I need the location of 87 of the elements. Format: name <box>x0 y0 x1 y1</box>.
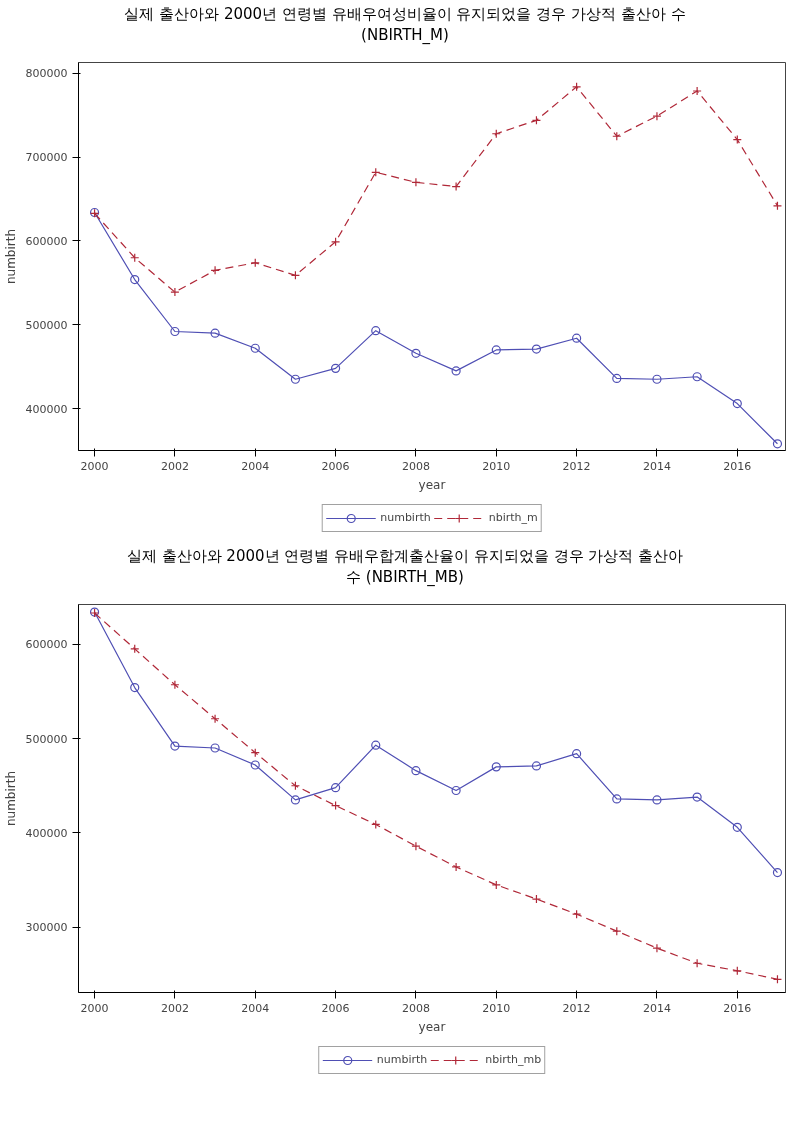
point <box>170 287 180 297</box>
y-axis-title: numbirth <box>3 770 18 826</box>
point <box>250 760 260 770</box>
point <box>451 181 461 191</box>
x-tick-label: 2010 <box>482 1001 511 1015</box>
point <box>572 748 582 758</box>
y-tick-label: 400000 <box>25 402 68 416</box>
point <box>572 333 582 343</box>
x-tick-label: 2010 <box>482 459 511 473</box>
x-tick-label: 2004 <box>241 1001 270 1015</box>
point <box>130 643 140 654</box>
point <box>612 926 622 936</box>
y-axis-title: numbirth <box>3 228 18 284</box>
x-tick-label: 2004 <box>241 459 270 473</box>
point <box>772 439 783 449</box>
y-tick-label: 500000 <box>25 318 68 332</box>
point <box>210 743 220 753</box>
point <box>652 943 662 953</box>
point <box>411 177 421 187</box>
point <box>250 343 260 353</box>
x-tick-label: 2002 <box>160 459 189 473</box>
point <box>451 366 461 376</box>
point <box>692 792 702 802</box>
legend-label: nbirth_mb <box>485 1053 542 1067</box>
point <box>572 909 582 919</box>
point <box>652 795 662 805</box>
point <box>170 679 180 690</box>
y-tick-label: 400000 <box>25 826 68 840</box>
point <box>290 795 301 805</box>
x-tick-label: 2000 <box>80 1001 109 1015</box>
legend-label: numbirth <box>376 1053 428 1067</box>
x-tick-label: 2012 <box>562 1001 591 1015</box>
point <box>612 373 622 383</box>
point <box>210 713 220 724</box>
chart-title: 실제 출산아와 2000년 연령별 유배우여성비율이 유지되었을 경우 가상적 출산아 수 (NBIRTH_M) <box>124 4 686 47</box>
y-tick-label: 700000 <box>25 151 68 165</box>
point <box>652 111 662 121</box>
x-tick-label: 2012 <box>562 459 591 473</box>
point <box>491 345 501 355</box>
point <box>170 326 180 336</box>
point <box>692 86 702 96</box>
x-axis-title: year <box>418 477 446 492</box>
point <box>210 265 220 275</box>
x-tick-label: 2016 <box>723 459 752 473</box>
point <box>290 374 301 384</box>
point <box>491 761 501 772</box>
point <box>531 344 542 354</box>
y-tick-label: 800000 <box>25 67 68 81</box>
chart-title: 실제 출산아와 2000년 연령별 유배우합계출산율이 유지되었을 경우 가상적 출산아 수 (NBIRTH_MB) <box>126 545 684 589</box>
point <box>371 325 381 336</box>
point <box>411 841 421 851</box>
point <box>451 785 461 795</box>
point <box>130 682 140 692</box>
legend-label: numbirth <box>380 511 431 525</box>
point <box>612 794 622 804</box>
x-tick-label: 2014 <box>642 1001 671 1015</box>
x-axis-title: year <box>418 1019 446 1034</box>
point <box>411 348 421 358</box>
point <box>170 741 180 751</box>
point <box>692 372 702 382</box>
x-tick-label: 2008 <box>401 1001 430 1015</box>
x-tick-label: 2000 <box>80 459 109 473</box>
point <box>652 374 662 384</box>
point <box>330 363 341 373</box>
point <box>130 274 140 284</box>
point <box>411 765 421 775</box>
point <box>371 740 381 750</box>
point <box>451 862 461 872</box>
point <box>732 822 742 832</box>
x-tick-label: 2002 <box>160 1001 189 1015</box>
point <box>531 761 542 771</box>
y-tick-label: 500000 <box>25 732 68 746</box>
point <box>692 958 702 968</box>
y-tick-label: 300000 <box>25 921 68 935</box>
x-tick-label: 2016 <box>723 1001 752 1015</box>
point <box>531 894 542 904</box>
x-tick-label: 2006 <box>321 459 350 473</box>
point <box>210 328 220 338</box>
y-tick-label: 600000 <box>25 637 68 651</box>
point <box>772 867 783 877</box>
point <box>732 398 742 409</box>
point <box>330 782 341 792</box>
y-tick-label: 600000 <box>25 234 68 248</box>
x-tick-label: 2006 <box>321 1001 350 1015</box>
legend-label: nbirth_m <box>488 511 538 525</box>
x-tick-label: 2008 <box>401 459 430 473</box>
x-tick-label: 2014 <box>642 459 671 473</box>
